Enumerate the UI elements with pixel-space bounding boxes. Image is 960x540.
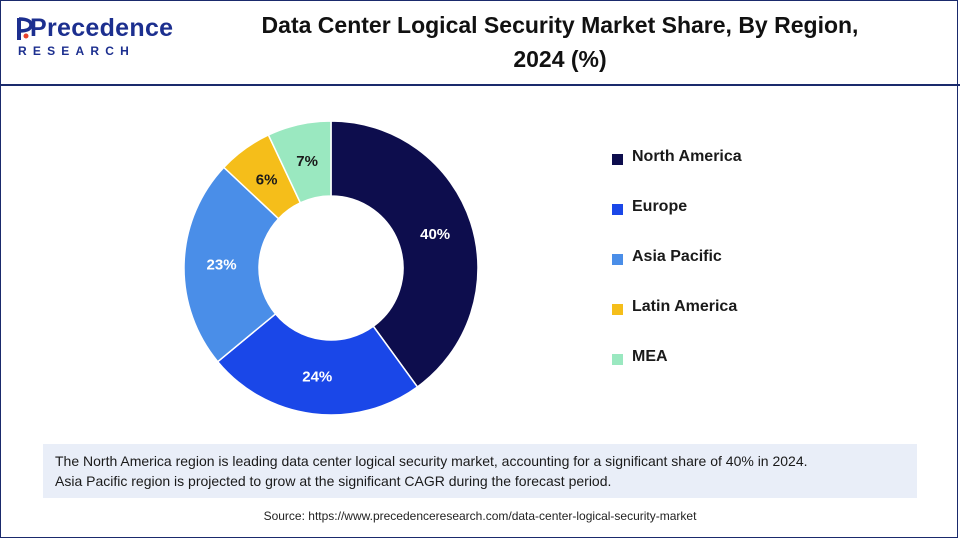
- source-citation: Source: https://www.precedenceresearch.c…: [263, 509, 697, 523]
- donut-chart-svg: 40% 24% 23% 6% 7%: [183, 120, 479, 416]
- summary-note-line2: Asia Pacific region is projected to grow…: [55, 473, 612, 489]
- logo-word: Precedence: [30, 14, 174, 42]
- legend-label: MEA: [632, 348, 668, 365]
- slice-label-asia-pacific: 23%: [207, 257, 237, 274]
- legend-swatch: [612, 254, 623, 265]
- legend-item-mea: MEA: [612, 348, 832, 398]
- legend-item-north-america: North America: [612, 148, 832, 198]
- slice-label-mea: 7%: [296, 153, 318, 170]
- header: Precedence RESEARCH Data Center Logical …: [0, 0, 960, 86]
- slice-asia-pacific: [183, 166, 280, 363]
- chart-title-line1: Data Center Logical Security Market Shar…: [261, 12, 859, 38]
- legend-item-latin-america: Latin America: [612, 298, 832, 348]
- slice-label-north-america: 40%: [420, 226, 450, 243]
- legend-item-asia-pacific: Asia Pacific: [612, 248, 832, 298]
- slice-label-latin-america: 6%: [256, 171, 278, 188]
- summary-note: The North America region is leading data…: [43, 444, 917, 498]
- legend-swatch: [612, 304, 623, 315]
- slice-label-europe: 24%: [302, 369, 332, 386]
- chart-title-line2: 2024 (%): [513, 46, 607, 72]
- legend-swatch: [612, 204, 623, 215]
- legend-label: Asia Pacific: [632, 248, 722, 265]
- summary-note-line1: The North America region is leading data…: [55, 453, 808, 469]
- legend-label: Latin America: [632, 298, 738, 315]
- donut-chart: 40% 24% 23% 6% 7%: [170, 110, 500, 430]
- legend-label: Europe: [632, 198, 688, 215]
- legend-label: North America: [632, 148, 742, 165]
- logo-mark-icon: [17, 17, 33, 40]
- slice-mea: [267, 120, 332, 204]
- chart-legend: North America Europe Asia Pacific Latin Ame…: [612, 148, 832, 398]
- legend-swatch: [612, 154, 623, 165]
- legend-item-europe: Europe: [612, 198, 832, 248]
- brand-logo: Precedence RESEARCH: [16, 14, 173, 64]
- logo-subtitle: RESEARCH: [18, 44, 135, 58]
- chart-title: Data Center Logical Security Market Shar…: [210, 8, 910, 76]
- slice-north-america: [330, 120, 479, 388]
- slice-europe: [216, 312, 419, 416]
- legend-swatch: [612, 354, 623, 365]
